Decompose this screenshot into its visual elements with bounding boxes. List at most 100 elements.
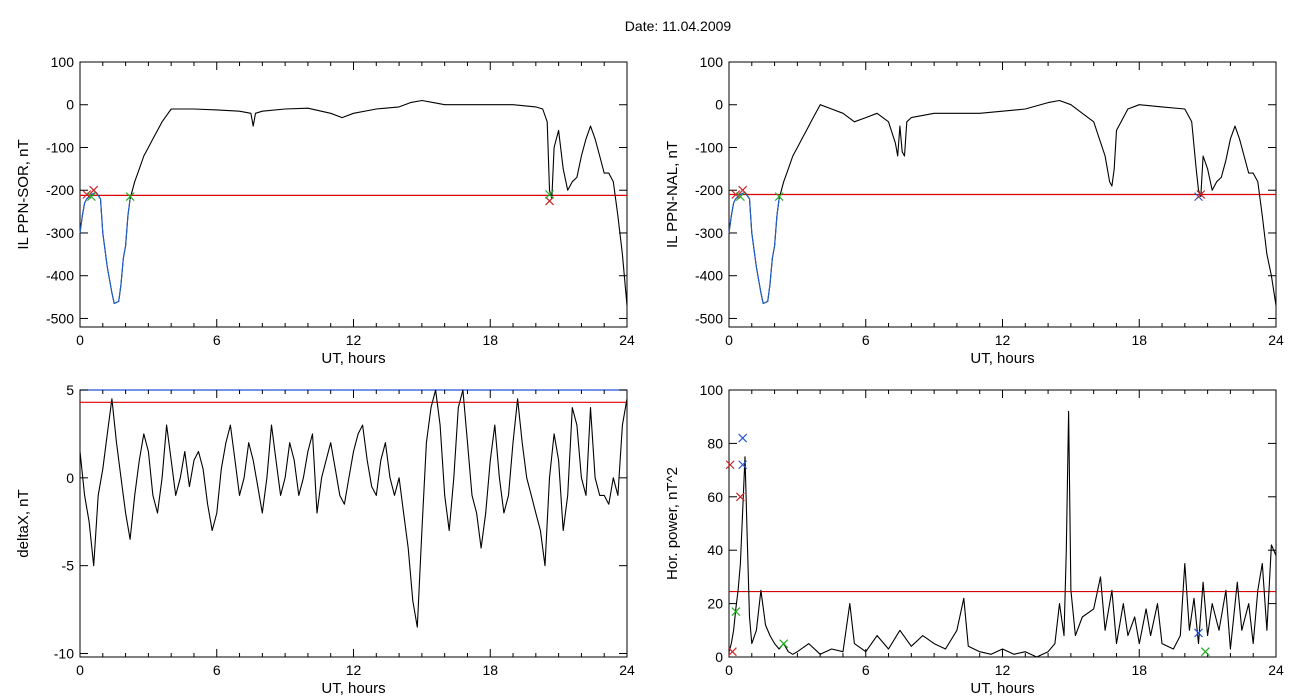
event-segment-line [79, 191, 131, 305]
x-tick-label: 24 [619, 662, 635, 678]
x-tick-label: 18 [482, 332, 498, 348]
x-tick-label: 6 [213, 332, 221, 348]
marker-stroke [735, 492, 745, 502]
series-line [728, 410, 1277, 658]
y-tick-label: -500 [695, 310, 723, 326]
y-tick-label: -300 [46, 225, 74, 241]
x-tick-label: 0 [76, 332, 84, 348]
x-axis-label: UT, hours [321, 350, 385, 367]
y-axis-label: Hor. power, nT^2 [664, 467, 681, 580]
chart-panel-hor-power: 0 6 12 18 24 0 20 40 60 80 100 UT, hours Hor. power,… [664, 382, 1284, 697]
marker-stroke [738, 185, 748, 195]
page-title: Date: 11.04.2009 [624, 18, 732, 34]
y-axis-label: deltaX, nT [15, 489, 32, 557]
y-tick-label: -400 [695, 268, 723, 284]
x-tick-label: 0 [725, 662, 733, 678]
x-tick-label: 0 [725, 332, 733, 348]
x-tick-label: 6 [213, 662, 221, 678]
y-tick-label: 100 [700, 382, 724, 398]
series-line [728, 99, 1277, 306]
marker-stroke [1200, 647, 1210, 657]
x-tick-label: 18 [1131, 662, 1147, 678]
marker-stroke [735, 192, 745, 202]
x-tick-label: 12 [346, 332, 362, 348]
event-marker [1200, 647, 1210, 657]
y-tick-label: 5 [66, 382, 74, 398]
marker-stroke [774, 192, 784, 202]
y-tick-label: -200 [695, 182, 723, 198]
chart-panel-deltax: 0 6 12 18 24 5 0 -5 -10 UT, hours deltaX, nT [15, 382, 635, 697]
y-tick-label: 0 [66, 97, 74, 113]
y-tick-label: -300 [695, 225, 723, 241]
event-marker [774, 192, 784, 202]
x-tick-label: 18 [482, 662, 498, 678]
marker-stroke [545, 190, 554, 199]
x-tick-label: 12 [995, 662, 1011, 678]
event-segment-line [728, 191, 780, 305]
event-marker [86, 192, 96, 202]
y-tick-label: 40 [707, 542, 723, 558]
y-tick-label: 0 [715, 649, 723, 665]
event-marker [545, 190, 554, 199]
event-marker [1196, 190, 1206, 199]
event-marker [725, 460, 735, 470]
y-tick-label: 100 [51, 54, 75, 70]
x-tick-label: 6 [862, 662, 870, 678]
x-tick-label: 0 [76, 662, 84, 678]
y-tick-label: -100 [46, 139, 74, 155]
marker-stroke [1196, 190, 1206, 199]
event-marker [1194, 628, 1203, 638]
event-marker [545, 196, 554, 206]
marker-stroke [738, 433, 748, 443]
y-tick-label: 0 [715, 97, 723, 113]
event-marker [731, 607, 741, 617]
plot-frame [79, 61, 628, 328]
event-marker [738, 433, 748, 443]
y-tick-label: 20 [707, 596, 723, 612]
event-marker [125, 192, 135, 202]
y-tick-label: 100 [700, 54, 724, 70]
plot-frame [728, 389, 1277, 658]
event-marker [89, 185, 99, 195]
marker-stroke [738, 460, 748, 470]
plot-frame [79, 389, 628, 658]
series-line [79, 389, 628, 628]
marker-stroke [545, 196, 554, 206]
event-marker [735, 192, 745, 202]
y-tick-label: -500 [46, 310, 74, 326]
x-tick-label: 24 [1268, 332, 1284, 348]
event-marker [735, 492, 745, 502]
y-tick-label: -400 [46, 268, 74, 284]
x-axis-label: UT, hours [321, 680, 385, 697]
y-tick-label: -10 [54, 645, 74, 661]
y-tick-label: -5 [62, 558, 75, 574]
x-tick-label: 24 [1268, 662, 1284, 678]
marker-stroke [731, 607, 741, 617]
x-axis-label: UT, hours [970, 680, 1034, 697]
event-marker [738, 185, 748, 195]
x-axis-label: UT, hours [970, 350, 1034, 367]
chart-panel-ppn-nal: 0 6 12 18 24 100 0 -100 -200 -300 -400 -500 UT, hour… [664, 54, 1284, 367]
marker-stroke [727, 647, 737, 657]
marker-stroke [779, 639, 789, 649]
x-tick-label: 24 [619, 332, 635, 348]
marker-stroke [89, 185, 99, 195]
marker-stroke [1194, 628, 1203, 638]
y-tick-label: -200 [46, 182, 74, 198]
event-marker [738, 460, 748, 470]
x-tick-label: 6 [862, 332, 870, 348]
marker-stroke [82, 190, 92, 199]
marker-stroke [86, 192, 96, 202]
marker-stroke [125, 192, 135, 202]
event-marker [727, 647, 737, 657]
y-tick-label: 80 [707, 435, 723, 451]
y-tick-label: -100 [695, 139, 723, 155]
y-tick-label: 0 [66, 470, 74, 486]
marker-stroke [731, 190, 741, 199]
series-line [79, 99, 628, 306]
x-tick-label: 12 [995, 332, 1011, 348]
x-tick-label: 12 [346, 662, 362, 678]
y-axis-label: IL PPN-NAL, nT [664, 141, 681, 248]
x-tick-label: 18 [1131, 332, 1147, 348]
